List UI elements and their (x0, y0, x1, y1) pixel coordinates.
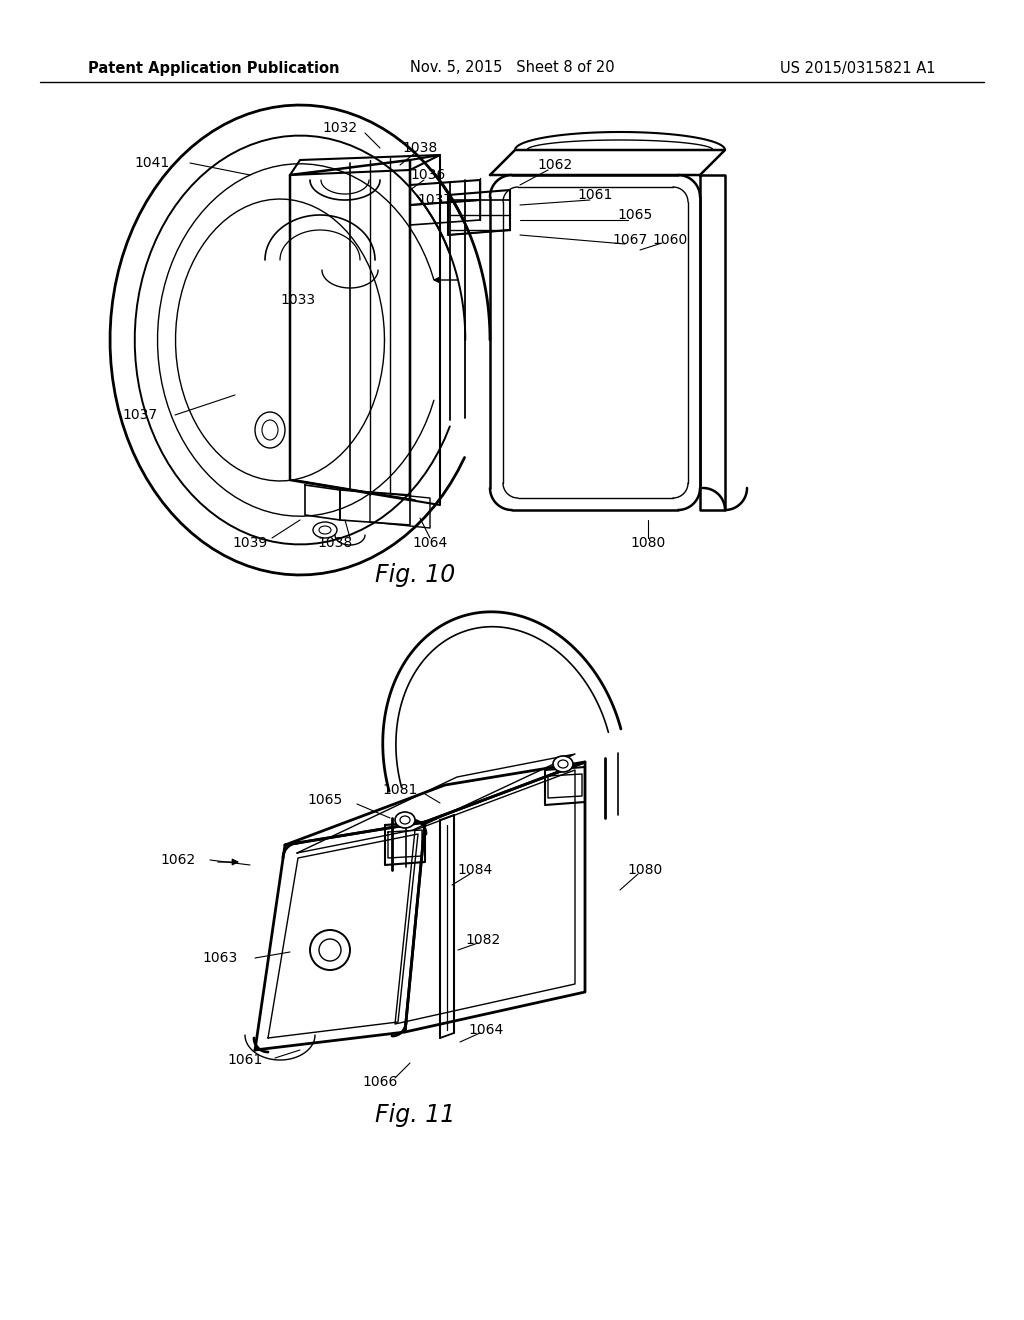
Ellipse shape (553, 756, 573, 772)
Ellipse shape (313, 521, 337, 539)
Text: Fig. 11: Fig. 11 (375, 1104, 455, 1127)
Text: 1080: 1080 (628, 863, 663, 876)
Text: Nov. 5, 2015   Sheet 8 of 20: Nov. 5, 2015 Sheet 8 of 20 (410, 61, 614, 75)
Text: Fig. 10: Fig. 10 (375, 564, 455, 587)
Text: 1039: 1039 (232, 536, 267, 550)
Text: 1033: 1033 (281, 293, 315, 308)
Text: 1060: 1060 (652, 234, 688, 247)
Text: 1062: 1062 (161, 853, 196, 867)
Text: 1036: 1036 (411, 168, 445, 182)
Text: 1065: 1065 (307, 793, 343, 807)
Text: 1080: 1080 (631, 536, 666, 550)
Text: 1062: 1062 (538, 158, 572, 172)
Text: 1061: 1061 (227, 1053, 263, 1067)
Text: 1063: 1063 (203, 950, 238, 965)
Text: 1065: 1065 (617, 209, 652, 222)
Text: 1084: 1084 (458, 863, 493, 876)
Text: 1067: 1067 (612, 234, 647, 247)
Text: 1081: 1081 (382, 783, 418, 797)
Text: 1037: 1037 (418, 193, 453, 207)
Text: 1041: 1041 (134, 156, 170, 170)
Text: 1082: 1082 (465, 933, 501, 946)
Text: 1037: 1037 (123, 408, 158, 422)
Text: US 2015/0315821 A1: US 2015/0315821 A1 (780, 61, 936, 75)
Text: 1061: 1061 (578, 187, 612, 202)
Text: 1032: 1032 (323, 121, 357, 135)
Text: 1064: 1064 (413, 536, 447, 550)
Text: Patent Application Publication: Patent Application Publication (88, 61, 340, 75)
Text: 1038: 1038 (317, 536, 352, 550)
Ellipse shape (395, 812, 415, 828)
Text: 1066: 1066 (362, 1074, 397, 1089)
Text: 1038: 1038 (402, 141, 437, 154)
Text: 1064: 1064 (468, 1023, 504, 1038)
